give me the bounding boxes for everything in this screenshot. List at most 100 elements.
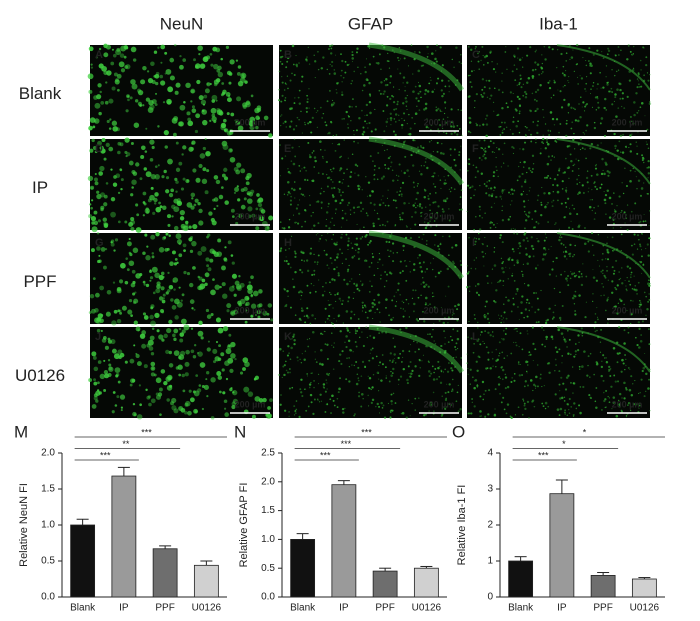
cell [617, 46, 620, 48]
cell [285, 256, 287, 258]
cell [335, 256, 339, 259]
cell [567, 275, 569, 277]
cell [287, 170, 291, 174]
cell [619, 88, 622, 92]
cell [310, 372, 313, 375]
cell [615, 115, 618, 118]
cell [516, 84, 519, 87]
cell [449, 190, 452, 193]
cell [444, 398, 448, 402]
cell [185, 179, 190, 184]
cell [596, 188, 598, 191]
cell [297, 96, 300, 99]
cell [608, 401, 611, 404]
cell [336, 397, 339, 400]
cell [310, 401, 313, 404]
cell [118, 309, 122, 313]
cell [643, 74, 645, 77]
cell [579, 75, 581, 77]
cell [471, 398, 473, 400]
cell [287, 226, 291, 229]
significance-label: ** [122, 439, 130, 449]
cell [224, 246, 227, 249]
cell [425, 302, 427, 304]
cell [521, 273, 524, 276]
cell [364, 259, 367, 262]
cell [594, 330, 597, 333]
cell [625, 289, 628, 292]
cell [412, 164, 415, 167]
cell [426, 45, 429, 49]
cell [473, 194, 475, 197]
cell [155, 392, 159, 396]
cell [381, 354, 384, 356]
cell [352, 351, 354, 353]
cell [181, 293, 185, 297]
cell [112, 182, 118, 187]
cell [334, 54, 337, 56]
cell [115, 173, 121, 179]
cell [372, 222, 375, 225]
cell [308, 383, 312, 386]
cell [242, 75, 246, 79]
cell [606, 266, 608, 268]
cell [460, 109, 462, 112]
cell [377, 372, 380, 374]
cell [382, 404, 385, 407]
cell [374, 312, 376, 314]
cell [568, 412, 571, 414]
cell [357, 205, 360, 209]
cell [136, 213, 140, 217]
cell [596, 83, 599, 86]
cell [333, 278, 336, 281]
cell [356, 47, 359, 50]
cell [595, 361, 598, 364]
cell [641, 158, 644, 162]
cell [614, 93, 617, 96]
cell [563, 171, 566, 174]
cell [388, 67, 391, 69]
cell [200, 336, 204, 340]
cell [341, 299, 344, 302]
cell [453, 158, 456, 161]
cell [197, 330, 204, 337]
cell [484, 150, 487, 153]
cell [469, 131, 472, 134]
cell [184, 372, 189, 377]
cell [215, 179, 221, 185]
cell [400, 170, 403, 172]
cell [501, 351, 504, 354]
cell [586, 76, 588, 78]
cell [547, 191, 551, 195]
cell [489, 97, 491, 100]
cell [289, 371, 291, 374]
cell [540, 201, 543, 204]
cell [629, 143, 632, 146]
cell [212, 278, 215, 281]
cell [493, 247, 496, 249]
cell [591, 106, 594, 108]
cell [525, 92, 528, 96]
cell [316, 263, 318, 265]
cell [206, 264, 210, 268]
cell [247, 206, 253, 212]
cell [637, 281, 640, 284]
cell [443, 330, 446, 333]
cell [142, 280, 146, 284]
cell [536, 107, 539, 111]
cell [551, 201, 553, 203]
cell [501, 131, 504, 134]
cell [604, 406, 607, 409]
cell [385, 298, 388, 301]
cell [392, 130, 396, 133]
cell [394, 402, 397, 404]
cell [393, 295, 396, 298]
cell [125, 46, 129, 50]
cell [313, 269, 316, 272]
cell [360, 392, 364, 396]
cell [221, 282, 226, 287]
cell [421, 360, 423, 362]
cell [356, 287, 359, 290]
cell [589, 72, 592, 75]
